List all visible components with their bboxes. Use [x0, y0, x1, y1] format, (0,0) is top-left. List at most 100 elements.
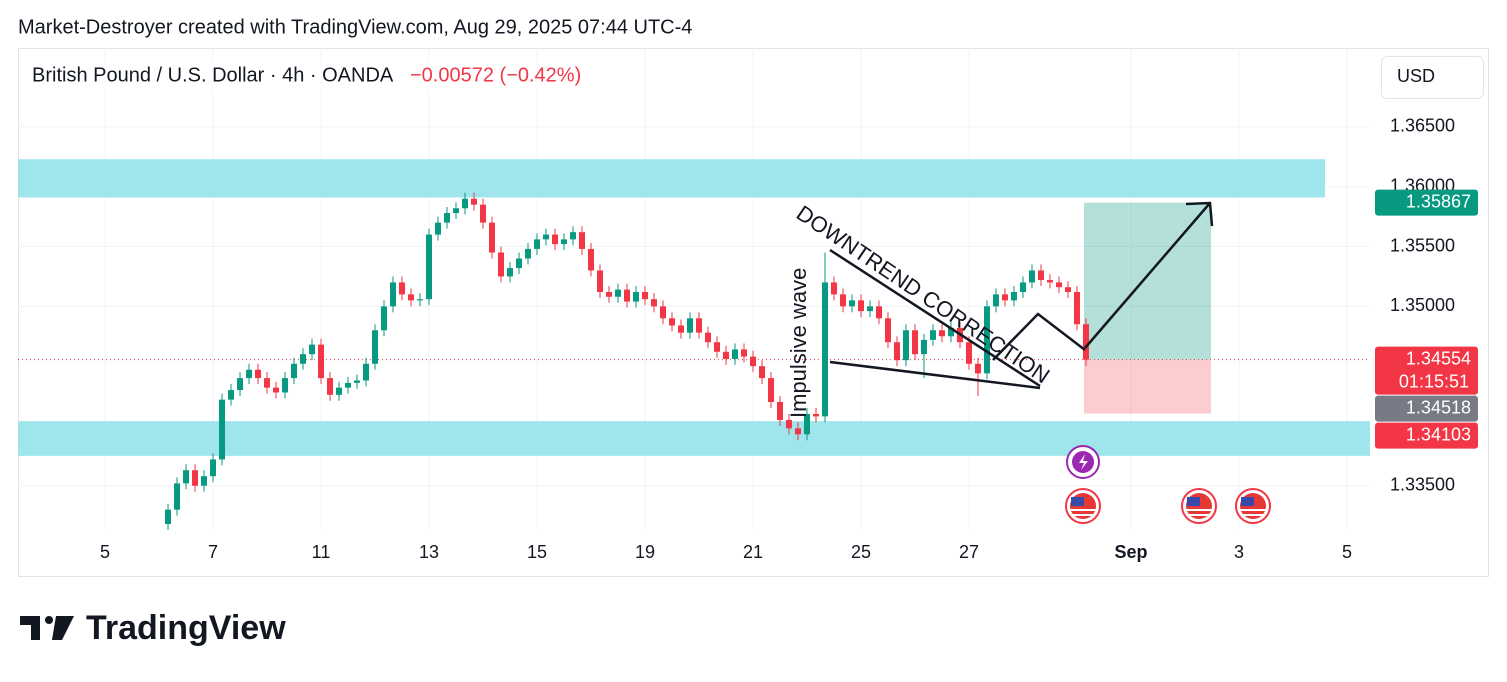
- candle-body: [192, 470, 199, 486]
- candle-body: [1001, 294, 1008, 301]
- candle-body: [453, 208, 460, 214]
- candle-body: [228, 390, 235, 400]
- candle-body: [282, 378, 289, 393]
- x-tick-label: 21: [743, 542, 763, 562]
- candle-body: [893, 342, 900, 361]
- annotation: Impulsive wave: [786, 268, 811, 418]
- candle-body: [623, 289, 630, 302]
- candle-body: [1046, 280, 1053, 283]
- currency-button[interactable]: [1381, 56, 1484, 99]
- candle-body: [767, 378, 774, 403]
- candle-body: [516, 258, 523, 269]
- candle-body: [848, 300, 855, 307]
- candle-body: [1082, 324, 1089, 360]
- zone: [18, 421, 1370, 456]
- candle-body: [363, 363, 370, 381]
- candle-body: [507, 268, 514, 277]
- candle-body: [938, 330, 945, 337]
- candle-body: [749, 356, 756, 367]
- candle-body: [821, 282, 828, 417]
- candle-body: [237, 378, 244, 391]
- wedge-line: [829, 360, 1041, 390]
- candle-body: [668, 318, 675, 326]
- attribution: Market-Destroyer created with TradingVie…: [18, 16, 692, 38]
- candle-body: [273, 387, 280, 393]
- candle-body: [561, 239, 568, 245]
- candle-body: [336, 387, 343, 395]
- candle-body: [911, 330, 918, 355]
- candle-body: [722, 351, 729, 359]
- candle-body: [641, 291, 648, 300]
- candle-body: [1073, 291, 1080, 325]
- candle-body: [354, 380, 361, 383]
- candle-body: [399, 282, 406, 295]
- candle-body: [983, 306, 990, 374]
- candle-body: [884, 318, 891, 343]
- candle-body: [794, 428, 801, 435]
- price-label: [1375, 346, 1478, 395]
- candle-body: [812, 413, 819, 417]
- currency: USD: [1397, 66, 1435, 86]
- candle-body: [471, 198, 478, 205]
- candle-body: [255, 369, 262, 379]
- wedge-line: [829, 248, 1041, 388]
- candle-body: [390, 282, 397, 307]
- candle-body: [570, 232, 577, 240]
- candle-body: [174, 483, 181, 510]
- candle-body: [596, 270, 603, 292]
- candle-body: [381, 306, 388, 331]
- candle-body: [552, 234, 559, 245]
- candle-body: [974, 363, 981, 374]
- candle-body: [1028, 270, 1035, 283]
- candle-body: [417, 299, 424, 301]
- price-label: [1375, 395, 1478, 422]
- y-tick-label: 1.35500: [1390, 235, 1455, 255]
- candles: [165, 192, 1089, 530]
- flag-icon[interactable]: [1235, 488, 1271, 524]
- candle-body: [731, 349, 738, 359]
- price-label-text: 1.34518: [1406, 397, 1471, 417]
- candle-body: [947, 327, 954, 337]
- events: [1065, 445, 1271, 524]
- candle-body: [839, 294, 846, 307]
- candle-body: [992, 294, 999, 307]
- candle-body: [444, 213, 451, 223]
- candle-body: [776, 402, 783, 420]
- candle-body: [695, 318, 702, 333]
- x-tick-label: 19: [635, 542, 655, 562]
- candle-body: [920, 339, 927, 355]
- legend-bg: [20, 60, 600, 92]
- candle-body: [677, 325, 684, 333]
- bolt: [1079, 454, 1088, 470]
- flag-icon[interactable]: [1181, 488, 1217, 524]
- candle-body: [219, 399, 226, 460]
- x-tick-label: 7: [208, 542, 218, 562]
- price-label-text: 1.35867: [1406, 191, 1471, 211]
- candle-body: [210, 459, 217, 477]
- candle-body: [327, 378, 334, 395]
- candle-body: [201, 476, 208, 486]
- price-label: [1375, 422, 1478, 449]
- x-tick-label: 3: [1234, 542, 1244, 562]
- position-tool: [18, 202, 1370, 414]
- candle-body: [543, 234, 550, 240]
- x-tick-label: 15: [527, 542, 547, 562]
- candle-body: [498, 252, 505, 277]
- y-tick-label: 1.35000: [1390, 295, 1455, 315]
- candle-body: [300, 354, 307, 364]
- x-tick-label: Sep: [1114, 542, 1147, 562]
- candle-body: [650, 299, 657, 307]
- candle-body: [866, 306, 873, 312]
- candle-body: [462, 198, 469, 209]
- candle-body: [605, 291, 612, 297]
- candle-body: [579, 232, 586, 249]
- candle-body: [435, 222, 442, 235]
- zigzag: [992, 312, 1086, 361]
- arrow-head: [1185, 201, 1214, 227]
- x-tick-label: 5: [100, 542, 110, 562]
- flag-icon[interactable]: [1065, 488, 1101, 524]
- candle-body: [246, 369, 253, 379]
- y-tick-label: 1.33500: [1390, 474, 1455, 494]
